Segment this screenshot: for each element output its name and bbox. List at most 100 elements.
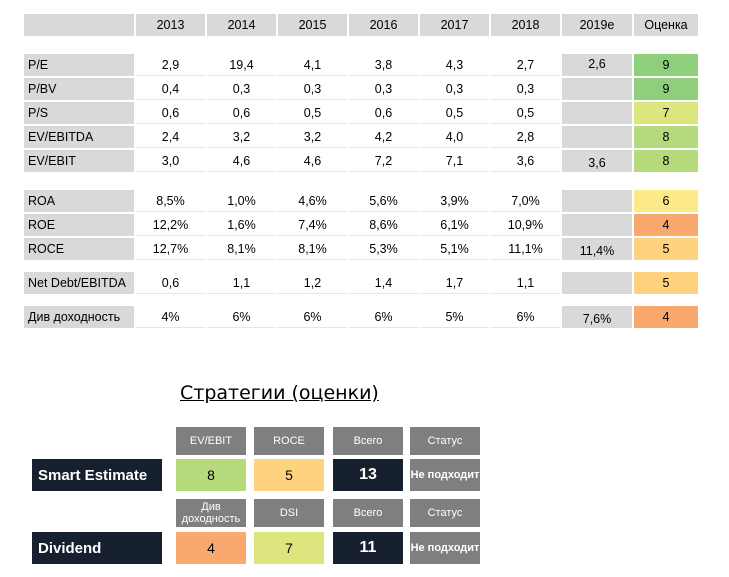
year-value: 6% — [278, 306, 347, 328]
year-value: 6,1% — [420, 214, 489, 236]
year-value: 0,6 — [207, 102, 276, 124]
header-year: 2017 — [420, 14, 489, 36]
year-value: 0,6 — [136, 102, 205, 124]
table-row: P/S 0,6 0,6 0,5 0,6 0,5 0,5 7 — [24, 102, 722, 126]
year-value: 2,4 — [136, 126, 205, 148]
strategy-score: 8 — [176, 459, 246, 491]
year-value: 0,3 — [349, 78, 418, 100]
row-label: ROCE — [24, 238, 134, 260]
year-value: 3,8 — [349, 54, 418, 76]
year-value: 0,5 — [420, 102, 489, 124]
header-year: 2014 — [207, 14, 276, 36]
year-value: 0,3 — [491, 78, 560, 100]
strategy-column-header: Статус — [410, 499, 480, 527]
table-row: EV/EBIT 3,0 4,6 4,6 7,2 7,1 3,6 3,6 8 — [24, 150, 722, 174]
table-row: EV/EBITDA 2,4 3,2 3,2 4,2 4,0 2,8 8 — [24, 126, 722, 150]
year-value: 0,3 — [420, 78, 489, 100]
strategy-column-header: Див доходность — [176, 499, 246, 527]
year-value: 3,0 — [136, 150, 205, 172]
year-value: 7,0% — [491, 190, 560, 212]
year-value: 2,8 — [491, 126, 560, 148]
score-badge: 8 — [634, 150, 698, 172]
estimate-value — [562, 190, 632, 212]
total-score: 13 — [333, 459, 403, 491]
strategies-title: Стратегии (оценки) — [180, 382, 379, 404]
year-value: 7,2 — [349, 150, 418, 172]
year-value: 19,4 — [207, 54, 276, 76]
header-year: 2016 — [349, 14, 418, 36]
year-value: 1,4 — [349, 272, 418, 294]
table-row: P/E 2,9 19,4 4,1 3,8 4,3 2,7 2,6 9 — [24, 54, 722, 78]
year-value: 3,9% — [420, 190, 489, 212]
row-label: P/BV — [24, 78, 134, 100]
estimate-value: 7,6% — [562, 306, 632, 328]
year-value: 7,4% — [278, 214, 347, 236]
year-value: 10,9% — [491, 214, 560, 236]
score-badge: 9 — [634, 78, 698, 100]
strategy-score: 4 — [176, 532, 246, 564]
year-value: 4% — [136, 306, 205, 328]
year-value: 8,5% — [136, 190, 205, 212]
header-year: 2015 — [278, 14, 347, 36]
year-value: 6% — [491, 306, 560, 328]
estimate-value — [562, 78, 632, 100]
row-label: EV/EBITDA — [24, 126, 134, 148]
row-label: ROA — [24, 190, 134, 212]
year-value: 12,2% — [136, 214, 205, 236]
year-value: 11,1% — [491, 238, 560, 260]
strategy-column-header: Всего — [333, 499, 403, 527]
table-row: Див доходность 4% 6% 6% 6% 5% 6% 7,6% 4 — [24, 306, 722, 330]
status-badge: Не подходит — [410, 532, 480, 564]
row-label: P/E — [24, 54, 134, 76]
row-label: ROE — [24, 214, 134, 236]
year-value: 4,6% — [278, 190, 347, 212]
header-year: 2018 — [491, 14, 560, 36]
year-value: 4,1 — [278, 54, 347, 76]
year-value: 7,1 — [420, 150, 489, 172]
score-badge: 8 — [634, 126, 698, 148]
strategy-score: 7 — [254, 532, 324, 564]
year-value: 4,2 — [349, 126, 418, 148]
score-badge: 7 — [634, 102, 698, 124]
year-value: 4,0 — [420, 126, 489, 148]
year-value: 4,6 — [207, 150, 276, 172]
year-value: 1,1 — [491, 272, 560, 294]
year-value: 0,5 — [491, 102, 560, 124]
year-value: 2,9 — [136, 54, 205, 76]
score-badge: 6 — [634, 190, 698, 212]
year-value: 5,6% — [349, 190, 418, 212]
table-row: ROE 12,2% 1,6% 7,4% 8,6% 6,1% 10,9% 4 — [24, 214, 722, 238]
year-value: 6% — [349, 306, 418, 328]
strategy-name: Smart Estimate — [32, 459, 162, 491]
year-value: 1,6% — [207, 214, 276, 236]
year-value: 8,6% — [349, 214, 418, 236]
estimate-value — [562, 126, 632, 148]
row-label: Net Debt/EBITDA — [24, 272, 134, 294]
row-label: Див доходность — [24, 306, 134, 328]
score-badge: 9 — [634, 54, 698, 76]
table-body: P/E 2,9 19,4 4,1 3,8 4,3 2,7 2,6 9 P/BV 0,4 0,3 0,3 0… — [24, 38, 722, 330]
year-value: 2,7 — [491, 54, 560, 76]
estimate-value: 2,6 — [562, 54, 632, 76]
year-value: 3,2 — [207, 126, 276, 148]
table-row: Net Debt/EBITDA 0,6 1,1 1,2 1,4 1,7 1,1 5 — [24, 272, 722, 296]
strategy-column-header: Статус — [410, 427, 480, 455]
group-spacer — [24, 296, 722, 306]
year-value: 0,6 — [349, 102, 418, 124]
strategy-column-header: DSI — [254, 499, 324, 527]
year-value: 0,4 — [136, 78, 205, 100]
header-score: Оценка — [634, 14, 698, 36]
score-badge: 5 — [634, 272, 698, 294]
estimate-value — [562, 214, 632, 236]
strategy-column-header: ROCE — [254, 427, 324, 455]
group-spacer — [24, 174, 722, 190]
estimate-value — [562, 272, 632, 294]
year-value: 3,2 — [278, 126, 347, 148]
header-year: 2013 — [136, 14, 205, 36]
year-value: 8,1% — [207, 238, 276, 260]
year-value: 6% — [207, 306, 276, 328]
year-value: 12,7% — [136, 238, 205, 260]
year-value: 1,2 — [278, 272, 347, 294]
table-row: P/BV 0,4 0,3 0,3 0,3 0,3 0,3 9 — [24, 78, 722, 102]
strategy-score: 5 — [254, 459, 324, 491]
